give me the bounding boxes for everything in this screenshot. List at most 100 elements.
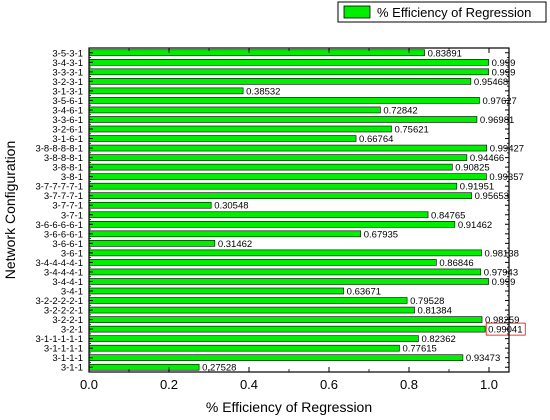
- data-label: 0.98259: [485, 315, 519, 326]
- category-tick-label: 3-4-1: [61, 287, 83, 298]
- data-label: 0.97627: [483, 96, 517, 107]
- category-tick-label: 3-8-8-8-8-1: [35, 144, 83, 155]
- category-tick-label: 3-4-4-4-1: [44, 267, 83, 278]
- bar: [88, 316, 483, 323]
- category-tick-label: 3-8-1: [61, 172, 83, 183]
- bar: [88, 306, 415, 314]
- data-label: 0.90825: [455, 163, 489, 174]
- data-label: 0.66764: [359, 134, 393, 145]
- data-label: 0.67935: [364, 229, 398, 240]
- bar: [88, 125, 392, 133]
- category-tick-label: 3-4-3-1: [52, 58, 83, 69]
- data-label: 0.99357: [489, 172, 523, 183]
- bar: [88, 220, 456, 228]
- data-label: 0.93473: [466, 353, 500, 364]
- bar: [88, 268, 482, 276]
- bar: [88, 116, 478, 123]
- bar: [88, 344, 400, 352]
- bar: [88, 49, 425, 57]
- x-tick-label: 0.0: [80, 377, 98, 392]
- category-tick-label: 3-6-6-1: [52, 239, 83, 250]
- bar: [88, 87, 244, 95]
- bar: [88, 325, 486, 333]
- category-tick-label: 3-7-7-7-7-1: [35, 182, 83, 193]
- bar: [88, 278, 489, 285]
- category-tick-label: 3-1-1-1-1-1: [35, 334, 83, 345]
- data-label: 0.97943: [484, 267, 518, 278]
- data-label: 0.63671: [347, 287, 381, 298]
- data-label: 0.27528: [202, 363, 236, 374]
- data-label: 0.82362: [421, 334, 455, 345]
- data-label: 0.38532: [246, 86, 280, 97]
- bar: [88, 211, 429, 219]
- x-tick-label: 0.2: [160, 377, 178, 392]
- legend-label: % Efficiency of Regression: [377, 5, 531, 20]
- category-tick-label: 3-4-4-4-4-1: [35, 258, 83, 269]
- data-label: 0.95653: [475, 191, 509, 202]
- category-tick-label: 3-3-6-1: [52, 115, 83, 126]
- category-tick-label: 3-2-2-2-2-1: [35, 296, 83, 307]
- category-tick-label: 3-7-7-7-1: [44, 191, 83, 202]
- category-tick-label: 3-4-6-1: [52, 105, 83, 116]
- data-label: 0.31462: [218, 239, 252, 250]
- data-label: 0.86846: [439, 258, 473, 269]
- data-label: 0.94466: [470, 153, 504, 164]
- data-label: 0.72842: [383, 105, 417, 116]
- category-tick-label: 3-1-1-1-1: [44, 344, 83, 355]
- bar: [88, 201, 212, 209]
- bar: [88, 58, 489, 66]
- legend-box: [337, 1, 547, 23]
- y-axis-title: Network Configuration: [2, 141, 18, 280]
- data-label: 0.98138: [485, 248, 519, 259]
- bar: [88, 78, 472, 85]
- x-axis-title: % Efficiency of Regression: [206, 399, 372, 415]
- category-tick-label: 3-1-6-1: [52, 134, 83, 145]
- category-tick-label: 3-2-6-1: [52, 125, 83, 136]
- bar: [88, 173, 487, 180]
- data-label: 0.99041: [488, 325, 522, 336]
- category-tick-label: 3-5-6-1: [52, 96, 83, 107]
- category-tick-label: 3-6-6-6-6-1: [35, 220, 83, 231]
- data-label: 0.999: [492, 58, 516, 69]
- category-tick-label: 3-2-2-2-1: [44, 306, 83, 317]
- bar: [88, 192, 472, 200]
- category-tick-label: 3-6-1: [61, 248, 83, 259]
- x-tick-label: 0.8: [400, 377, 418, 392]
- bar: [88, 363, 200, 371]
- category-tick-label: 3-1-1: [61, 363, 83, 374]
- plot-frame: [88, 47, 510, 373]
- bar: [88, 297, 408, 304]
- bar: [88, 230, 362, 238]
- bar: [88, 335, 419, 342]
- bar: [88, 135, 357, 142]
- category-tick-label: 3-2-2-1: [52, 315, 83, 326]
- data-label-highlight-box: [485, 322, 526, 336]
- x-tick-label: 1.0: [480, 377, 498, 392]
- category-tick-label: 3-8-8-8-1: [44, 153, 83, 164]
- x-tick-label: 0.6: [320, 377, 338, 392]
- legend-swatch: [343, 5, 371, 19]
- bar: [88, 249, 482, 257]
- bar: [88, 259, 437, 266]
- category-tick-label: 3-2-1: [61, 325, 83, 336]
- bar: [88, 163, 453, 171]
- category-tick-label: 3-1-3-1: [52, 86, 83, 97]
- category-tick-label: 3-2-3-1: [52, 77, 83, 88]
- bar: [88, 106, 381, 114]
- bar: [88, 354, 464, 362]
- category-tick-label: 3-7-7-1: [52, 201, 83, 212]
- data-label: 0.999: [492, 67, 516, 78]
- data-label: 0.99427: [490, 144, 524, 155]
- bar: [88, 240, 216, 247]
- category-tick-label: 3-4-4-1: [52, 277, 83, 288]
- category-tick-label: 3-3-3-1: [52, 67, 83, 78]
- bar: [88, 154, 468, 161]
- data-label: 0.84765: [431, 210, 465, 221]
- data-label: 0.91951: [460, 182, 494, 193]
- category-tick-label: 3-6-6-6-1: [44, 229, 83, 240]
- data-label: 0.96981: [480, 115, 514, 126]
- category-tick-label: 3-8-8-1: [52, 163, 83, 174]
- data-label: 0.75621: [394, 125, 428, 136]
